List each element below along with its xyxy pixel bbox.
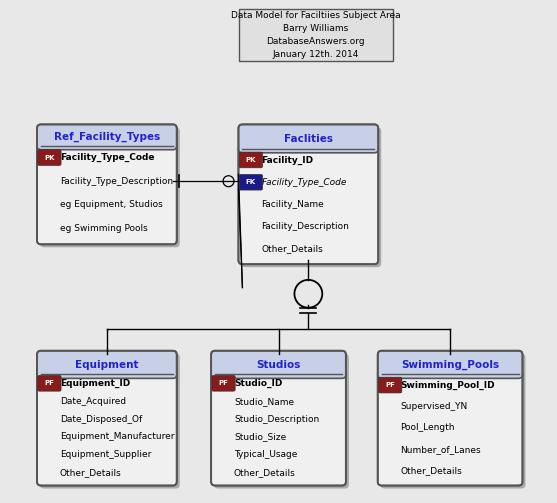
Text: Data Model for Faciltiies Subject Area
Barry Williams
DatabaseAnswers.org
Januar: Data Model for Faciltiies Subject Area B…	[231, 11, 400, 59]
FancyBboxPatch shape	[239, 9, 393, 61]
Text: Studio_ID: Studio_ID	[234, 379, 282, 388]
Text: Facility_Type_Code: Facility_Type_Code	[60, 153, 154, 162]
FancyBboxPatch shape	[37, 124, 177, 150]
Text: Facility_Description: Facility_Description	[261, 222, 349, 231]
Text: PF: PF	[385, 382, 395, 388]
FancyBboxPatch shape	[241, 127, 381, 267]
Text: Other_Details: Other_Details	[60, 468, 121, 477]
Text: Ref_Facility_Types: Ref_Facility_Types	[54, 132, 160, 142]
Text: eg Swimming Pools: eg Swimming Pools	[60, 224, 148, 233]
FancyBboxPatch shape	[37, 142, 177, 244]
FancyBboxPatch shape	[211, 351, 346, 378]
Text: Equipment_ID: Equipment_ID	[60, 379, 130, 388]
FancyBboxPatch shape	[38, 375, 61, 391]
Text: Other_Details: Other_Details	[400, 466, 462, 475]
Text: Faclities: Faclities	[284, 134, 333, 143]
Text: Studios: Studios	[256, 360, 301, 370]
Text: Facility_Type_Code: Facility_Type_Code	[261, 178, 346, 187]
Text: Supervised_YN: Supervised_YN	[400, 402, 468, 411]
FancyBboxPatch shape	[238, 145, 378, 264]
Text: Facility_Type_Description: Facility_Type_Description	[60, 177, 173, 186]
FancyBboxPatch shape	[381, 354, 525, 488]
Text: PF: PF	[218, 380, 228, 386]
Text: Typical_Usage: Typical_Usage	[234, 450, 297, 459]
FancyBboxPatch shape	[40, 127, 180, 247]
Text: Date_Acquired: Date_Acquired	[60, 397, 126, 406]
FancyBboxPatch shape	[378, 351, 522, 378]
Text: Studio_Description: Studio_Description	[234, 414, 319, 424]
Text: PF: PF	[45, 380, 55, 386]
FancyBboxPatch shape	[37, 370, 177, 485]
Text: Facility_ID: Facility_ID	[261, 155, 314, 164]
Text: Number_of_Lanes: Number_of_Lanes	[400, 445, 481, 454]
Text: eg Equipment, Studios: eg Equipment, Studios	[60, 200, 163, 209]
Text: Facility_Name: Facility_Name	[261, 200, 324, 209]
Text: Equipment_Supplier: Equipment_Supplier	[60, 450, 152, 459]
FancyBboxPatch shape	[240, 175, 262, 190]
Text: Swimming_Pools: Swimming_Pools	[401, 360, 499, 370]
FancyBboxPatch shape	[240, 152, 262, 168]
FancyBboxPatch shape	[238, 124, 378, 153]
Text: Studio_Name: Studio_Name	[234, 397, 294, 406]
FancyBboxPatch shape	[37, 351, 177, 378]
Text: Pool_Length: Pool_Length	[400, 424, 455, 433]
Text: PK: PK	[246, 157, 256, 163]
FancyBboxPatch shape	[379, 377, 402, 393]
Text: PK: PK	[44, 154, 55, 160]
Text: FK: FK	[246, 179, 256, 185]
Text: Equipment: Equipment	[75, 360, 139, 370]
FancyBboxPatch shape	[38, 150, 61, 165]
Text: Other_Details: Other_Details	[261, 244, 323, 254]
Text: Studio_Size: Studio_Size	[234, 433, 286, 442]
Text: Date_Disposed_Of: Date_Disposed_Of	[60, 414, 142, 424]
Text: Swimming_Pool_ID: Swimming_Pool_ID	[400, 381, 495, 390]
FancyBboxPatch shape	[378, 370, 522, 485]
Text: Equipment_Manufacturer: Equipment_Manufacturer	[60, 433, 174, 442]
Text: Other_Details: Other_Details	[234, 468, 296, 477]
FancyBboxPatch shape	[214, 354, 349, 488]
FancyBboxPatch shape	[40, 354, 180, 488]
FancyBboxPatch shape	[211, 370, 346, 485]
FancyBboxPatch shape	[212, 375, 235, 391]
